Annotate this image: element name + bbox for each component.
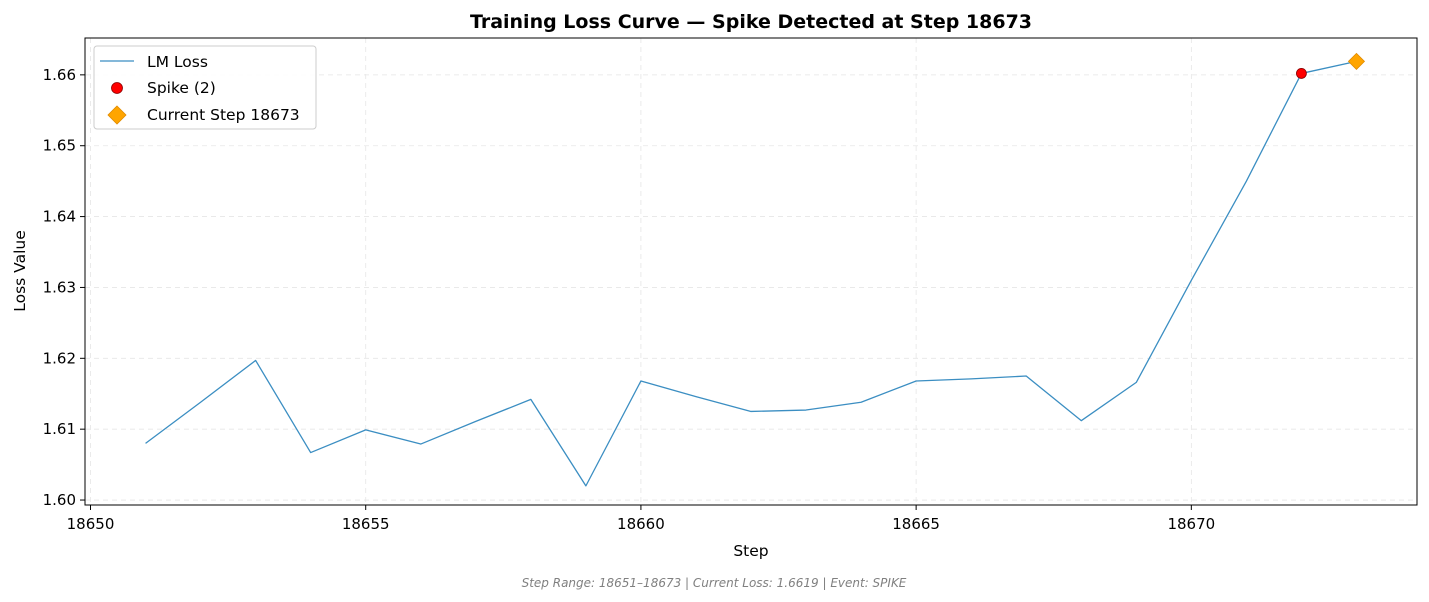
lm-loss-point (914, 379, 918, 383)
grid (85, 38, 1417, 505)
lm-loss-point (639, 379, 643, 383)
lm-loss-point (474, 419, 478, 423)
x-axis-label: Step (733, 542, 768, 560)
lm-loss-point (584, 484, 588, 488)
lm-loss-point (749, 409, 753, 413)
axis-ticks: 18650 18655 18660 18665 18670 1.60 1.61 1.62 1.6… (43, 66, 1216, 533)
lm-loss-point (1134, 380, 1138, 384)
lm-loss-point (1079, 419, 1083, 423)
legend-label-spike: Spike (2) (147, 79, 216, 97)
lm-loss-point (1189, 278, 1193, 282)
y-tick-label: 1.60 (43, 491, 76, 509)
legend-label-current-step: Current Step 18673 (147, 106, 300, 124)
plot-frame (84, 37, 1418, 506)
lm-loss-point (254, 358, 258, 362)
legend-box (93, 45, 317, 130)
x-tick-label: 18670 (1167, 515, 1215, 533)
lm-loss-point (144, 441, 148, 445)
lm-loss-point (529, 397, 533, 401)
legend-spike-swatch (111, 82, 123, 94)
legend: LM Loss Spike (2) Current Step 18673 (93, 45, 317, 130)
footnote: Step Range: 18651–18673 | Current Loss: … (522, 576, 907, 590)
plot-area (144, 52, 1366, 488)
y-tick-label: 1.63 (43, 278, 76, 296)
y-tick-label: 1.62 (43, 349, 76, 367)
legend-current-step-swatch (107, 105, 127, 125)
lm-loss-point (419, 442, 423, 446)
lm-loss-point (309, 451, 313, 455)
series-line-lm-loss (145, 60, 1357, 487)
lm-loss-point (1244, 179, 1248, 183)
lm-loss-point (199, 400, 203, 404)
chart-title: Training Loss Curve — Spike Detected at … (470, 11, 1032, 33)
y-tick-label: 1.61 (43, 420, 76, 438)
y-tick-label: 1.65 (43, 137, 76, 155)
y-axis-label: Loss Value (11, 230, 29, 312)
legend-label-lm-loss: LM Loss (147, 53, 208, 71)
current-step-marker (1347, 52, 1366, 70)
x-tick-label: 18660 (617, 515, 665, 533)
x-tick-label: 18665 (892, 515, 940, 533)
lm-loss-point (969, 377, 973, 381)
x-tick-label: 18650 (67, 515, 115, 533)
y-tick-label: 1.66 (43, 66, 76, 84)
spike-marker (1296, 68, 1307, 79)
lm-loss-point (694, 395, 698, 399)
lm-loss-point (804, 408, 808, 412)
lm-loss-point (364, 428, 368, 432)
lm-loss-point (859, 400, 863, 404)
lm-loss-point (1024, 374, 1028, 378)
y-tick-label: 1.64 (43, 208, 76, 226)
x-tick-label: 18655 (342, 515, 390, 533)
